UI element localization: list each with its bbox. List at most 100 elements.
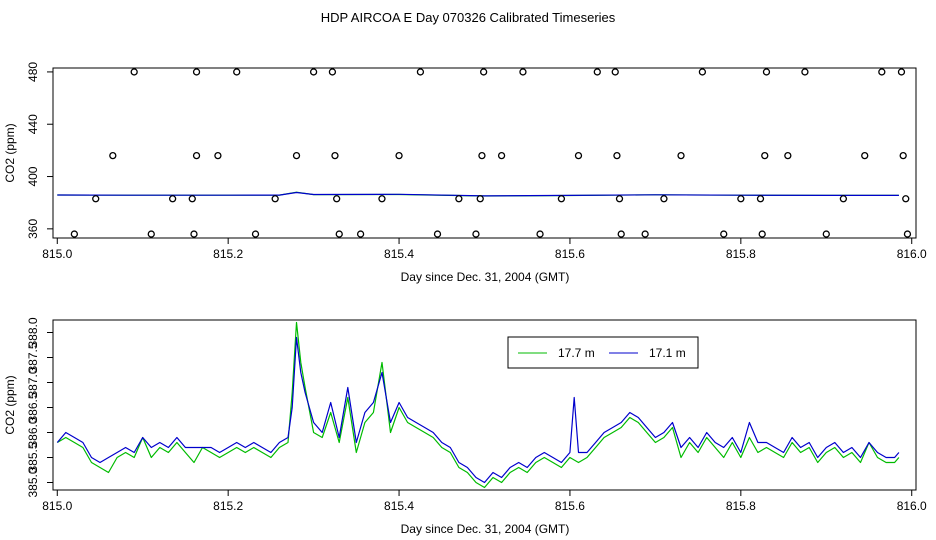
calibration-point <box>861 151 869 160</box>
top-panel: 815.0 815.2 815.4 815.6 815.8 816.0 360 400 440 4… <box>3 62 927 284</box>
y-tick-label: 388.0 <box>26 317 40 347</box>
y-tick-label: 386.0 <box>26 417 40 447</box>
calibration-point <box>479 68 488 76</box>
calibration-point <box>574 151 583 160</box>
calibration-point <box>878 68 886 76</box>
calibration-point <box>188 195 196 203</box>
calibration-point <box>356 230 365 238</box>
y-tick-label: 480 <box>26 62 40 82</box>
calibration-point <box>109 151 117 160</box>
x-tick-label: 815.2 <box>213 499 243 513</box>
calibration-point <box>328 68 337 76</box>
x-tick-label: 816.0 <box>897 499 927 513</box>
y-tick-label: 440 <box>26 114 40 134</box>
calibration-point <box>478 151 486 160</box>
bottom-marks <box>56 321 900 489</box>
top-x-axis-label: Day since Dec. 31, 2004 (GMT) <box>401 270 570 284</box>
calibration-point <box>611 68 619 76</box>
x-tick-label: 815.6 <box>555 499 585 513</box>
x-tick-label: 816.0 <box>897 247 927 261</box>
calibration-point <box>758 230 766 238</box>
calibration-point <box>309 68 318 76</box>
calibration-point <box>557 195 566 203</box>
calibration-point <box>756 195 765 203</box>
calibration-point <box>720 230 728 238</box>
calibration-point <box>903 230 912 238</box>
calibration-point <box>536 230 544 238</box>
calibration-point <box>737 195 745 203</box>
calibration-point <box>617 230 625 238</box>
calibration-point <box>331 151 339 160</box>
calibration-point <box>801 68 809 76</box>
calibration-point <box>455 195 463 203</box>
bottom-ticks: 815.0 815.2 815.4 815.6 815.8 816.0 385.0385.5… <box>26 317 927 513</box>
top-marks <box>57 68 912 238</box>
legend-label-17-7m: 17.7 m <box>558 346 595 360</box>
calibration-point <box>476 195 484 203</box>
bottom-plot-frame <box>52 319 917 491</box>
calibration-point <box>613 151 621 160</box>
x-tick-label: 815.4 <box>384 247 414 261</box>
x-tick-label: 815.8 <box>726 247 756 261</box>
calibration-point <box>395 151 403 160</box>
y-tick-label: 387.0 <box>26 367 40 397</box>
bottom-panel: 815.0 815.2 815.4 815.6 815.8 816.0 385.0385.5… <box>3 317 927 536</box>
y-tick-label: 385.0 <box>26 467 40 497</box>
calibration-point <box>214 151 222 160</box>
calibration-point <box>192 68 201 76</box>
calibration-point <box>70 230 79 238</box>
calibration-point <box>168 195 177 203</box>
calibration-point <box>233 68 241 76</box>
series-line-17-7-m <box>56 321 900 489</box>
calibration-point <box>519 68 527 76</box>
calibration-point <box>641 230 649 238</box>
calibration-point <box>677 151 685 160</box>
calibration-point <box>839 195 848 203</box>
y-tick-label: 400 <box>26 166 40 186</box>
x-tick-label: 815.8 <box>726 499 756 513</box>
x-tick-label: 815.6 <box>555 247 585 261</box>
calibration-point <box>416 68 425 76</box>
calibration-point <box>593 68 601 76</box>
calibration-point <box>497 151 506 160</box>
calibration-point <box>251 230 260 238</box>
legend: 17.7 m 17.1 m <box>507 336 699 369</box>
calibration-point <box>899 151 907 160</box>
calibration-point <box>902 195 910 203</box>
chart-title: HDP AIRCOA E Day 070326 Calibrated Times… <box>321 10 616 25</box>
bottom-y-axis-label: CO2 (ppm) <box>3 375 17 434</box>
y-tick-label: 387.5 <box>26 342 40 372</box>
calibration-point <box>92 195 100 203</box>
calibration-point <box>271 195 279 203</box>
calibration-point <box>897 68 906 76</box>
top-y-axis-label: CO2 (ppm) <box>3 123 17 182</box>
calibration-point <box>292 151 301 160</box>
series-line-17-1-m <box>57 191 899 197</box>
calibration-point <box>147 230 155 238</box>
calibration-point <box>130 68 138 76</box>
y-tick-label: 386.5 <box>26 392 40 422</box>
calibration-point <box>822 230 830 238</box>
y-tick-label: 360 <box>26 219 40 239</box>
calibration-point <box>761 151 769 160</box>
calibration-point <box>378 195 386 203</box>
calibration-point <box>615 195 624 203</box>
x-tick-label: 815.4 <box>384 499 414 513</box>
calibration-point <box>335 230 343 238</box>
calibration-point <box>190 230 198 238</box>
series-line-17-1-m <box>56 336 900 484</box>
calibration-point <box>762 68 771 76</box>
y-tick-label: 385.5 <box>26 442 40 472</box>
bottom-x-axis-label: Day since Dec. 31, 2004 (GMT) <box>401 522 570 536</box>
calibration-point <box>333 195 341 203</box>
calibration-point <box>192 151 201 160</box>
legend-label-17-1m: 17.1 m <box>649 346 686 360</box>
top-ticks: 815.0 815.2 815.4 815.6 815.8 816.0 360 400 440 4… <box>26 62 927 261</box>
x-tick-label: 815.0 <box>42 247 72 261</box>
calibration-point <box>660 195 668 203</box>
calibration-point <box>784 151 792 160</box>
x-tick-label: 815.2 <box>213 247 243 261</box>
x-tick-label: 815.0 <box>42 499 72 513</box>
calibration-point <box>698 68 707 76</box>
